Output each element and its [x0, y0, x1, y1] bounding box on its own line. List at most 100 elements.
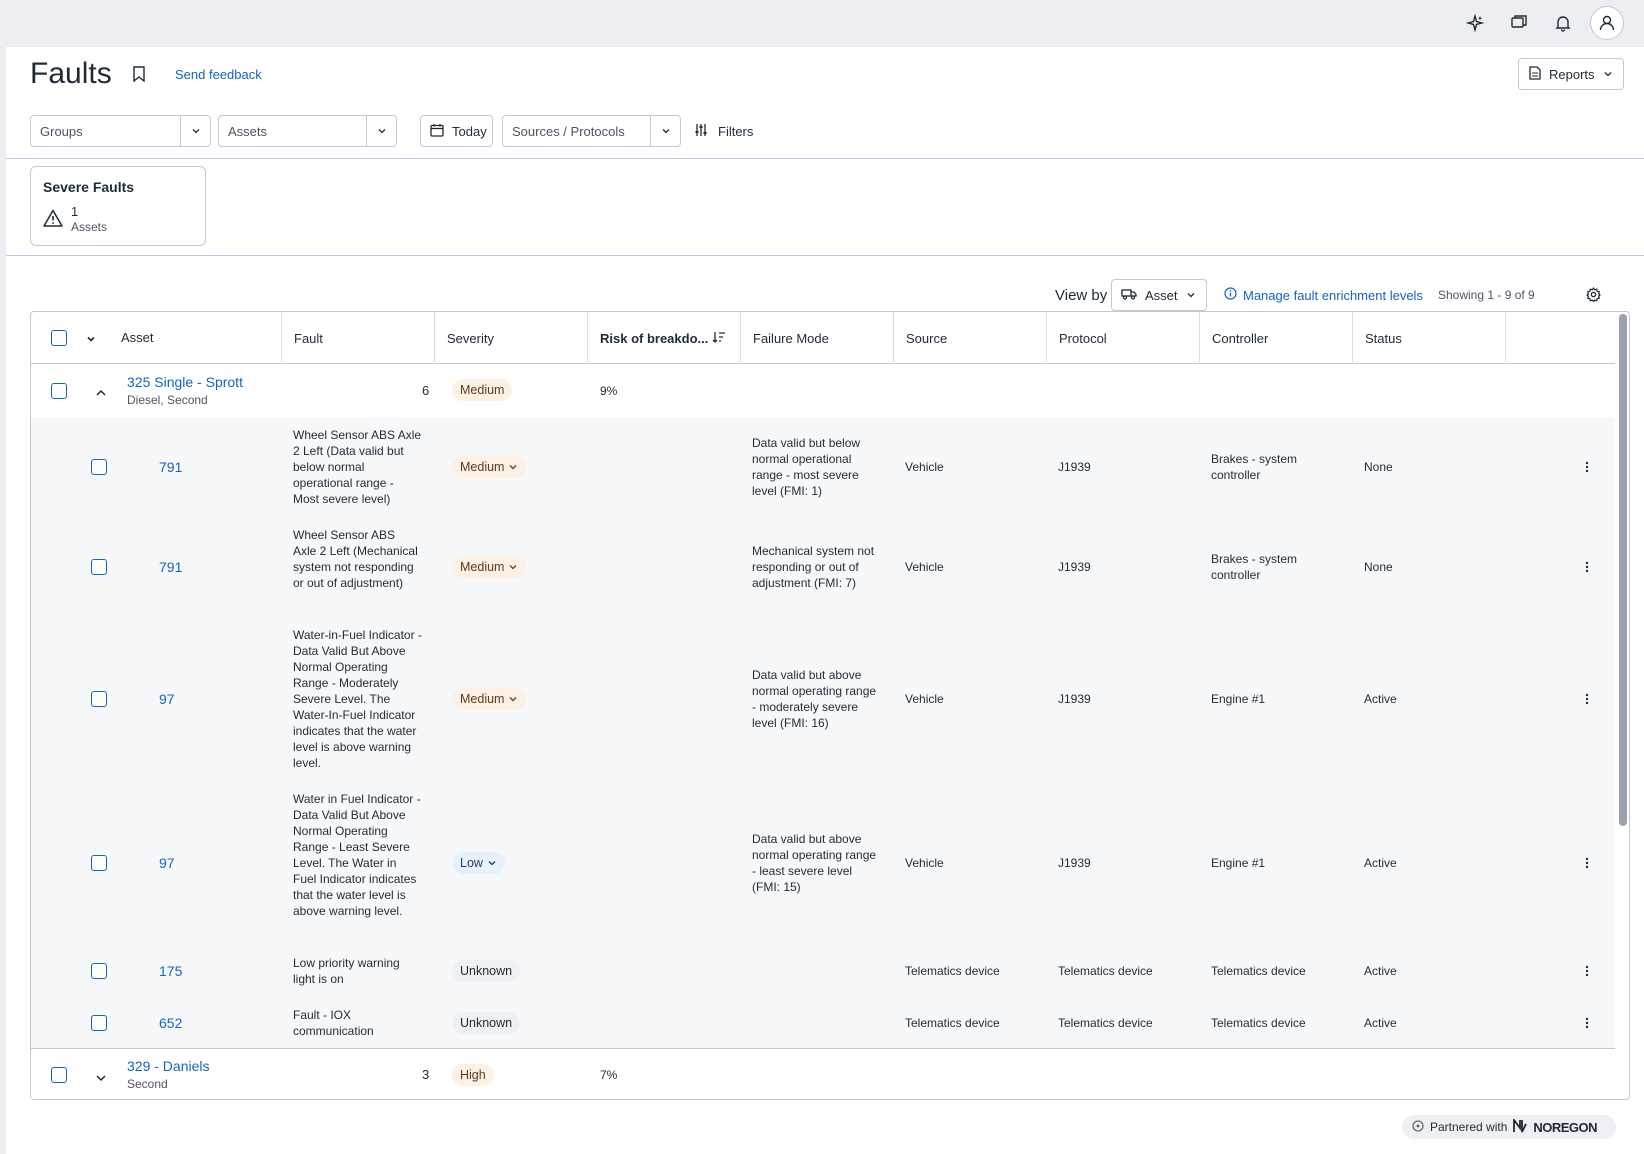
failure-mode: Data valid but above normal operating ra…	[752, 668, 877, 730]
row-checkbox[interactable]	[91, 691, 107, 707]
manage-label: Manage fault enrichment levels	[1243, 287, 1423, 303]
severity-badge: Unknown	[452, 960, 521, 982]
send-feedback-link[interactable]: Send feedback	[175, 67, 262, 82]
risk-value: 9%	[600, 384, 618, 398]
sparkle-icon[interactable]	[1461, 9, 1489, 37]
more-options-icon[interactable]	[1580, 460, 1594, 474]
row-checkbox[interactable]	[91, 559, 107, 575]
severity-dropdown[interactable]: Medium	[452, 688, 527, 710]
more-options-icon[interactable]	[1580, 964, 1594, 978]
reports-label: Reports	[1549, 66, 1595, 82]
table-row[interactable]: 97 Water in Fuel Indicator - Data Valid …	[31, 781, 1615, 945]
group-row[interactable]: 329 - Daniels Second 3 High 7%	[31, 1050, 1615, 1099]
status: Active	[1364, 856, 1397, 870]
gear-icon[interactable]	[1586, 287, 1601, 307]
fault-description: Water-in-Fuel Indicator - Data Valid But…	[293, 628, 422, 770]
user-icon[interactable]	[1590, 6, 1624, 40]
controller: Brakes - system controller	[1211, 552, 1298, 582]
select-all-checkbox[interactable]	[51, 330, 67, 346]
column-source[interactable]: Source	[894, 312, 1047, 364]
assets-placeholder: Assets	[228, 123, 268, 139]
table-row[interactable]: 652 Fault - IOX communication Unknown Te…	[31, 997, 1615, 1049]
view-by-select[interactable]: Asset	[1111, 279, 1207, 311]
chevron-down-icon[interactable]	[650, 116, 680, 146]
fault-code-link[interactable]: 652	[159, 1015, 183, 1031]
protocol: J1939	[1058, 692, 1091, 706]
column-failure-mode[interactable]: Failure Mode	[741, 312, 894, 364]
bookmark-icon[interactable]	[132, 66, 146, 87]
severity-dropdown[interactable]: Medium	[452, 456, 527, 478]
column-fault[interactable]: Fault	[282, 312, 435, 364]
more-options-icon[interactable]	[1580, 560, 1594, 574]
fault-description: Water in Fuel Indicator - Data Valid But…	[293, 792, 421, 918]
expand-all-chevron-icon[interactable]	[86, 332, 96, 347]
column-protocol[interactable]: Protocol	[1047, 312, 1200, 364]
chevron-down-icon[interactable]	[180, 116, 210, 146]
table-row[interactable]: 175 Low priority warning light is on Unk…	[31, 945, 1615, 997]
row-checkbox[interactable]	[91, 855, 107, 871]
assets-select[interactable]: Assets	[218, 115, 397, 147]
row-checkbox[interactable]	[91, 459, 107, 475]
severe-faults-card[interactable]: Severe Faults 1 Assets	[30, 166, 206, 246]
column-status[interactable]: Status	[1353, 312, 1506, 364]
column-asset[interactable]: Asset	[121, 330, 154, 345]
failure-mode: Data valid but below normal operational …	[752, 436, 861, 498]
chevron-down-icon[interactable]	[366, 116, 396, 146]
groups-select[interactable]: Groups	[30, 115, 211, 147]
fault-code-link[interactable]: 97	[159, 855, 175, 871]
chevron-down-icon	[510, 465, 517, 470]
status: Active	[1364, 1016, 1397, 1030]
controller: Engine #1	[1211, 856, 1266, 870]
source: Telematics device	[905, 964, 1000, 978]
severity-label: Medium	[460, 692, 505, 706]
fault-code-link[interactable]: 791	[159, 459, 183, 475]
table-header: Asset Fault Severity Risk of breakdo... …	[31, 312, 1615, 364]
table-scrollbar[interactable]	[1619, 314, 1627, 826]
more-options-icon[interactable]	[1580, 856, 1594, 870]
chevron-up-icon[interactable]	[95, 385, 107, 403]
sources-protocols-select[interactable]: Sources / Protocols	[502, 115, 681, 147]
severity-label: Medium	[460, 383, 505, 397]
status: Active	[1364, 964, 1397, 978]
fault-code-link[interactable]: 791	[159, 559, 183, 575]
failure-mode: Data valid but above normal operating ra…	[752, 832, 877, 894]
bell-icon[interactable]	[1549, 9, 1577, 37]
asset-name-link[interactable]: 325 Single - Sprott	[127, 374, 243, 390]
filters-button[interactable]: Filters	[694, 115, 753, 147]
pagination-summary: Showing 1 - 9 of 9	[1438, 288, 1535, 302]
chevron-down-icon	[510, 697, 517, 702]
severity-dropdown[interactable]: Medium	[452, 556, 527, 578]
column-controller[interactable]: Controller	[1200, 312, 1353, 364]
protocol: J1939	[1058, 460, 1091, 474]
table-row[interactable]: 791 Wheel Sensor ABS Axle 2 Left (Data v…	[31, 417, 1615, 517]
row-checkbox[interactable]	[91, 963, 107, 979]
asset-name-link[interactable]: 329 - Daniels	[127, 1058, 210, 1074]
date-picker-button[interactable]: Today	[420, 115, 493, 147]
table-row[interactable]: 97 Water-in-Fuel Indicator - Data Valid …	[31, 617, 1615, 781]
source: Vehicle	[905, 560, 944, 574]
calendar-icon	[430, 123, 444, 140]
protocol: J1939	[1058, 856, 1091, 870]
sort-desc-icon[interactable]	[712, 331, 726, 346]
manage-enrichment-link[interactable]: Manage fault enrichment levels	[1224, 287, 1423, 303]
reports-button[interactable]: Reports	[1518, 58, 1624, 90]
more-options-icon[interactable]	[1580, 692, 1594, 706]
column-risk-header[interactable]: Risk of breakdo...	[588, 312, 741, 364]
fault-code-link[interactable]: 175	[159, 963, 183, 979]
column-severity[interactable]: Severity	[435, 312, 588, 364]
group-row[interactable]: 325 Single - Sprott Diesel, Second 6 Med…	[31, 365, 1615, 417]
severity-label: Unknown	[460, 964, 513, 978]
row-checkbox[interactable]	[91, 1015, 107, 1031]
row-checkbox[interactable]	[51, 1067, 67, 1083]
chevron-down-icon[interactable]	[95, 1070, 107, 1088]
chat-icon[interactable]	[1505, 9, 1533, 37]
severity-dropdown[interactable]: Low	[452, 852, 505, 874]
table-row[interactable]: 791 Wheel Sensor ABS Axle 2 Left (Mechan…	[31, 517, 1615, 617]
row-checkbox[interactable]	[51, 383, 67, 399]
filters-label: Filters	[718, 123, 754, 139]
fault-count: 3	[422, 1067, 430, 1082]
failure-mode: Mechanical system not responding or out …	[752, 544, 875, 590]
more-options-icon[interactable]	[1580, 1016, 1594, 1030]
status: None	[1364, 460, 1393, 474]
fault-code-link[interactable]: 97	[159, 691, 175, 707]
